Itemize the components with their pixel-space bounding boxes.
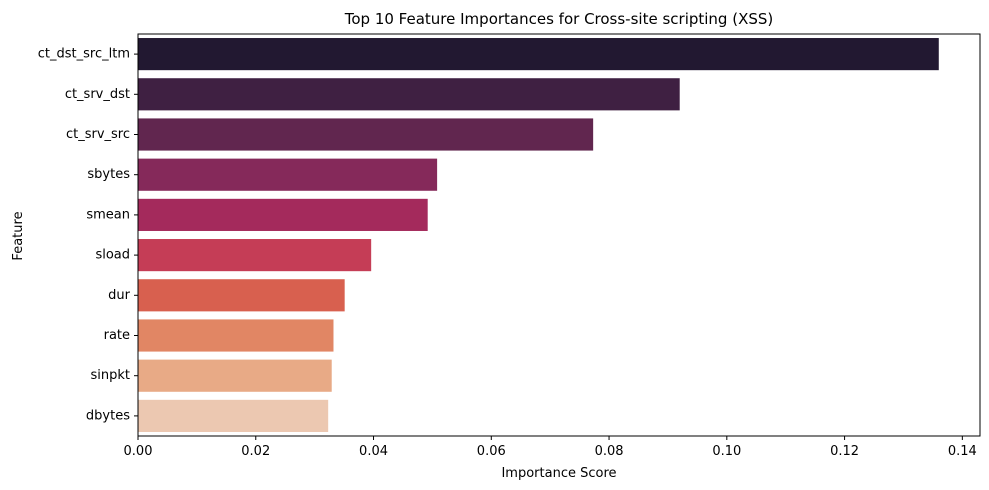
y-tick-label: sload <box>95 248 130 263</box>
x-tick-label: 0.14 <box>948 444 977 459</box>
x-axis: 0.00 0.02 0.04 0.06 0.08 0.10 0.12 0.14 <box>124 436 977 459</box>
x-tick-label: 0.08 <box>595 444 624 459</box>
bar-smean <box>138 198 428 231</box>
bar-ct_srv_src <box>138 118 594 151</box>
y-tick-label: smean <box>86 207 130 222</box>
x-axis-label: Importance Score <box>501 466 616 481</box>
y-tick-label: dur <box>108 288 130 303</box>
bar-sinpkt <box>138 359 332 392</box>
bar-dbytes <box>138 399 329 432</box>
bar-rate <box>138 319 334 352</box>
bar-ct_srv_dst <box>138 78 680 111</box>
x-tick-label: 0.10 <box>712 444 741 459</box>
y-axis-label: Feature <box>11 211 26 260</box>
y-tick-label: ct_srv_src <box>66 127 130 142</box>
bar-dur <box>138 279 345 312</box>
y-tick-label: ct_dst_src_ltm <box>38 47 130 62</box>
x-tick-label: 0.04 <box>359 444 388 459</box>
plot-frame <box>137 33 981 437</box>
y-axis: ct_dst_src_ltm ct_srv_dst ct_srv_srcsbytes… <box>38 47 138 423</box>
y-tick-label: rate <box>104 328 130 343</box>
bar-sload <box>138 239 372 272</box>
y-tick-label: sbytes <box>87 167 130 182</box>
y-tick-label: sinpkt <box>90 368 130 383</box>
x-tick-label: 0.02 <box>241 444 270 459</box>
y-tick-label: dbytes <box>86 408 130 423</box>
y-tick-label: ct_srv_dst <box>65 87 130 102</box>
chart-title: Top 10 Feature Importances for Cross-sit… <box>344 10 774 28</box>
x-tick-label: 0.00 <box>124 444 153 459</box>
x-tick-label: 0.06 <box>477 444 506 459</box>
bar-ct_dst_src_ltm <box>138 38 939 71</box>
bars-layer <box>138 38 939 432</box>
bar-sbytes <box>138 158 438 191</box>
x-tick-label: 0.12 <box>830 444 859 459</box>
